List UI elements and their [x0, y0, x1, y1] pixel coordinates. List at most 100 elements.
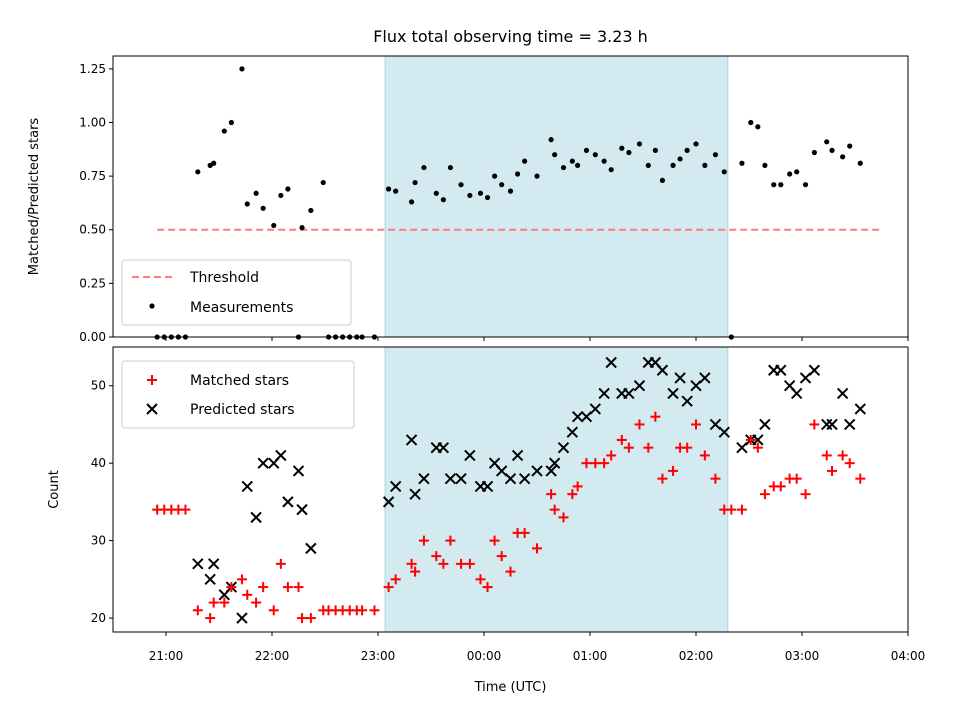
measurement-point — [857, 160, 863, 166]
matched-star-point — [546, 489, 557, 500]
predicted-star-point — [305, 542, 317, 555]
legend-measurements-swatch — [149, 303, 155, 309]
matched-star-point — [410, 566, 421, 577]
predicted-star-point — [207, 558, 220, 570]
x-stroke — [790, 387, 803, 400]
predicted-star-point — [481, 480, 494, 493]
top-legend: Threshold Measurements — [121, 259, 352, 326]
x-stroke — [207, 558, 220, 570]
measurement-point — [560, 164, 567, 171]
predicted-star-point — [775, 364, 787, 376]
measurement-point — [829, 147, 835, 153]
matched-star-point — [606, 450, 617, 461]
x-tick-label: 21:00 — [149, 649, 184, 663]
top-observing-window-shade — [384, 55, 729, 338]
x-stroke — [236, 612, 248, 624]
x-stroke — [192, 558, 204, 570]
legend-predicted-swatch — [146, 403, 158, 415]
predicted-star-point — [418, 472, 430, 485]
matched-star-point — [282, 582, 293, 593]
matched-star-point — [682, 442, 693, 453]
x-stroke — [545, 465, 557, 477]
measurement-point — [548, 137, 554, 143]
measurement-point — [712, 152, 719, 158]
matched-star-point — [668, 465, 679, 476]
matched-star-point — [208, 597, 219, 608]
matched-star-point — [558, 512, 569, 523]
measurement-point — [285, 186, 291, 192]
matched-star-point — [752, 442, 763, 453]
x-stroke — [775, 364, 787, 376]
measurement-point — [484, 194, 491, 201]
x-stroke — [488, 457, 501, 469]
x-stroke — [257, 457, 269, 469]
top-y-ticks: 0.00 0.25 0.50 0.75 1.00 1.25 — [79, 62, 113, 344]
x-stroke — [709, 418, 722, 431]
measurement-point — [477, 190, 484, 196]
predicted-star-point — [292, 465, 305, 477]
matched-star-point — [226, 582, 237, 593]
chart-title: Flux total observing time = 3.23 h — [373, 27, 648, 46]
matched-star-point — [369, 605, 380, 616]
matched-star-point — [759, 489, 770, 500]
x-tick-label: 23:00 — [361, 649, 396, 663]
top-y-tick-label: 0.00 — [79, 330, 106, 344]
bottom-y-tick-label: 40 — [91, 456, 106, 470]
predicted-star-point — [257, 457, 269, 469]
x-stroke — [282, 496, 294, 508]
top-marks — [154, 66, 880, 340]
predicted-star-point — [282, 496, 294, 508]
predicted-star-point — [571, 410, 584, 423]
matched-star-point — [572, 481, 583, 492]
predicted-star-point — [409, 488, 421, 500]
legend-threshold-label: Threshold — [189, 270, 259, 286]
matched-star-point — [475, 574, 486, 585]
x-stroke — [656, 364, 669, 376]
measurement-point — [386, 186, 392, 192]
matched-star-point — [297, 613, 308, 624]
x-stroke — [571, 410, 584, 423]
measurement-point — [260, 205, 266, 211]
x-stroke — [605, 356, 617, 369]
matched-star-point — [251, 597, 262, 608]
predicted-star-point — [204, 573, 216, 586]
measurement-point — [421, 164, 427, 171]
measurement-point — [824, 139, 830, 145]
measurement-point — [253, 190, 259, 196]
matched-star-point — [549, 504, 560, 515]
measurement-point — [721, 169, 727, 175]
x-stroke — [305, 542, 317, 555]
matched-star-point — [650, 411, 661, 422]
x-stroke — [548, 457, 561, 469]
x-tick-label: 03:00 — [785, 649, 820, 663]
measurement-point — [534, 173, 540, 179]
matched-star-point — [657, 473, 668, 484]
bottom-y-tick-label: 20 — [91, 611, 106, 625]
measurement-point — [440, 197, 446, 203]
x-tick-label: 04:00 — [891, 649, 926, 663]
x-stroke — [275, 449, 287, 462]
matched-star-point — [305, 613, 316, 624]
measurement-point — [244, 201, 250, 207]
measurement-point — [299, 225, 305, 231]
x-stroke — [382, 496, 395, 508]
measurement-point — [408, 199, 415, 205]
matched-star-point — [634, 419, 645, 430]
x-stroke — [464, 449, 476, 462]
top-y-tick-label: 1.25 — [79, 62, 106, 76]
predicted-star-point — [504, 472, 517, 485]
matched-star-point — [219, 597, 230, 608]
matched-star-point — [581, 458, 592, 469]
x-stroke — [292, 465, 305, 477]
matched-star-point — [821, 450, 832, 461]
predicted-star-point — [296, 503, 308, 516]
predicted-star-point — [241, 480, 253, 493]
predicted-star-point — [605, 356, 617, 369]
measurement-point — [514, 171, 521, 177]
measurement-point — [575, 162, 581, 168]
predicted-star-point — [531, 465, 543, 477]
matched-star-point — [844, 458, 855, 469]
measurement-point — [447, 164, 454, 171]
matched-star-point — [205, 613, 216, 624]
